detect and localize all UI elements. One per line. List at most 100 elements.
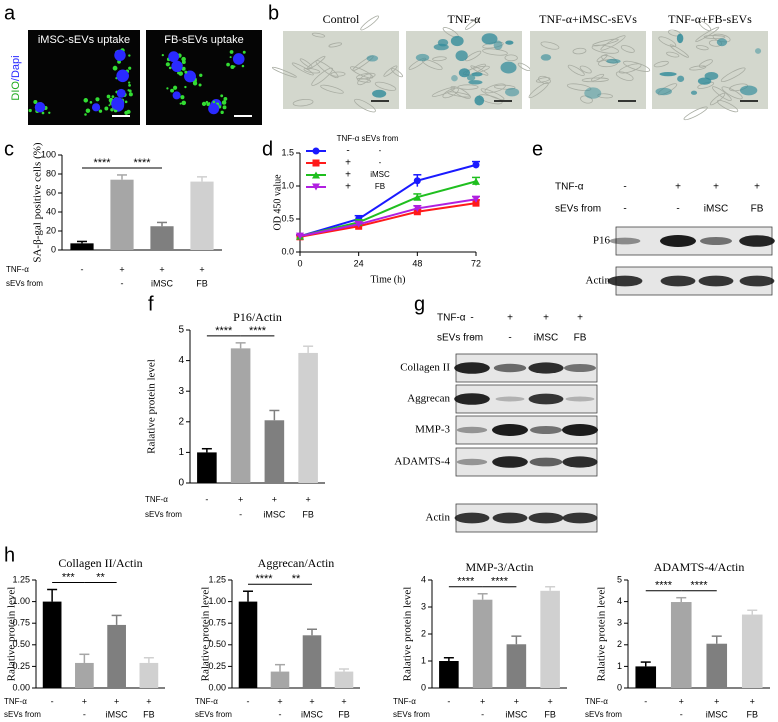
treatment-value: + (114, 696, 119, 706)
significance-label: **** (249, 325, 267, 337)
blot-band (562, 424, 598, 436)
treatment-value: + (714, 696, 719, 706)
bar (270, 671, 290, 688)
band-label: P16 (593, 235, 611, 247)
y-axis-label: Ralative protein level (146, 359, 158, 454)
significance-label: **** (215, 325, 233, 337)
treatment-value: iMSC (106, 709, 128, 719)
image-title: Control (323, 12, 360, 26)
nucleus (171, 60, 183, 72)
treatment-value: + (309, 696, 314, 706)
vesicle-dot (212, 100, 216, 104)
vesicle-dot (223, 97, 228, 101)
stain-blob (451, 75, 458, 82)
cell (620, 45, 635, 53)
y-tick-label: 3 (421, 601, 426, 611)
treatment-label: TNF-α (4, 697, 27, 706)
lane-label: iMSC (534, 333, 558, 344)
row-label: TNF-α (555, 182, 584, 193)
y-tick-label: 0.50 (12, 639, 30, 649)
treatment-value: + (547, 696, 552, 706)
stain-blob (739, 85, 758, 96)
stain-blob (606, 58, 621, 64)
vesicle-dot (222, 105, 227, 110)
cell (328, 42, 343, 48)
treatment-value: iMSC (505, 709, 527, 719)
y-tick-label: 1.25 (12, 574, 30, 584)
lane-label: + (577, 313, 583, 324)
legend-marker (312, 171, 320, 179)
legend-marker (312, 159, 320, 167)
treatment-value: + (272, 494, 277, 504)
treatment-value: iMSC (151, 278, 173, 288)
blot-band (492, 512, 528, 524)
stain-blob (659, 72, 677, 77)
stain-blob (676, 33, 684, 44)
y-tick-label: 2 (617, 639, 622, 649)
treatment-value: - (447, 696, 450, 706)
vesicle-dot (170, 88, 174, 93)
bar (334, 671, 354, 688)
y-tick-label: 60 (46, 187, 56, 197)
blot-band (492, 424, 528, 436)
treatment-value: - (83, 709, 86, 719)
vesicle-dot (41, 111, 45, 115)
marker (472, 161, 480, 169)
blot-band (529, 457, 563, 467)
vesicle-dot (84, 113, 87, 116)
stain-blob (584, 87, 602, 99)
legend-label: + (345, 170, 351, 181)
lane-label: - (676, 204, 679, 215)
blot-band (562, 512, 598, 524)
cell (311, 32, 326, 38)
image-title: FB-sEVs uptake (164, 34, 243, 46)
marker (413, 204, 422, 212)
lane-label: iMSC (704, 204, 728, 215)
nucleus (91, 103, 101, 112)
band-label: ADAMTS-4 (394, 456, 450, 468)
y-tick-label: 3 (178, 386, 184, 397)
chart-title: ADAMTS-4/Actin (654, 560, 745, 574)
vesicle-dot (230, 65, 235, 69)
treatment-value: - (680, 709, 683, 719)
treatment-value: iMSC (706, 709, 728, 719)
treatment-value: + (199, 264, 204, 274)
treatment-label: sEVs from (6, 279, 43, 288)
cell (470, 65, 489, 76)
stain-blob (755, 48, 762, 54)
vesicle-dot (201, 101, 207, 107)
panel-letter: a (4, 2, 16, 24)
panel-letter: f (148, 293, 154, 315)
blot-band (739, 275, 775, 287)
micrograph (146, 30, 262, 125)
stain-blob (433, 43, 449, 51)
y-tick-label: 4 (178, 355, 184, 366)
legend-label: - (379, 146, 382, 155)
treatment-value: FB (746, 709, 758, 719)
treatment-value: FB (302, 509, 314, 519)
cell (597, 93, 613, 99)
stain-blob (458, 68, 470, 78)
significance-label: **** (93, 157, 111, 169)
cell (360, 15, 380, 31)
treatment-value: + (277, 696, 282, 706)
treatment-value: - (481, 709, 484, 719)
vesicle-dot (111, 95, 115, 98)
marker (413, 193, 422, 201)
vesicle-dot (104, 106, 109, 111)
vesicle-dot (126, 109, 131, 114)
image-title: iMSC-sEVs uptake (38, 34, 130, 46)
vesicle-dot (161, 53, 164, 57)
y-tick-label: 1 (617, 661, 622, 671)
lane-label: FB (574, 333, 587, 344)
bar (506, 644, 527, 688)
vesicle-dot (229, 56, 232, 59)
cell (709, 92, 726, 106)
legend-header: sEVs from (362, 134, 399, 143)
x-axis-label: Time (h) (371, 274, 406, 285)
vesicle-dot (95, 97, 100, 102)
cell (465, 18, 479, 30)
cell (658, 36, 677, 48)
cell (695, 45, 709, 51)
blot-band (456, 426, 488, 434)
